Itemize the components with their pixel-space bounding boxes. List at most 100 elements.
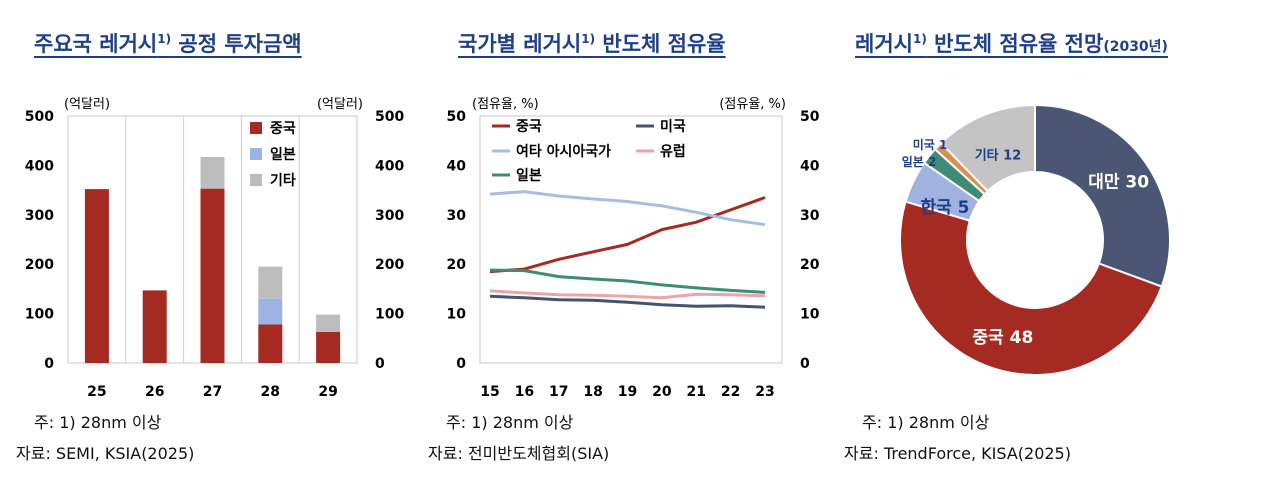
line-chart-note: 주: 1) 28nm 이상: [446, 413, 574, 432]
bar-legend-label: 기타: [270, 173, 296, 189]
bar-y-tick-right: 500: [375, 109, 404, 125]
line-legend-label: 여타 아시아국가: [516, 143, 611, 160]
bar-legend-swatch: [250, 122, 262, 134]
line-legend-label: 중국: [516, 119, 542, 135]
line-x-tick: 23: [755, 384, 774, 400]
bar-segment: [258, 324, 283, 363]
bar-y-tick-left: 200: [25, 257, 54, 273]
line-y-unit-left: (점유율, %): [472, 97, 539, 112]
bar-legend-swatch: [250, 174, 262, 186]
donut-chart-note: 주: 1) 28nm 이상: [862, 413, 990, 432]
line-y-tick-right: 40: [800, 158, 820, 174]
donut-chart-title: 레거시1) 반도체 점유율 전망(2030년): [855, 28, 1168, 58]
line-y-tick-right: 20: [800, 257, 820, 273]
line-legend-label: 유럽: [660, 144, 686, 160]
bar-y-tick-left: 500: [25, 109, 54, 125]
line-y-tick-left: 10: [447, 307, 467, 323]
line-y-unit-right: (점유율, %): [719, 97, 786, 112]
line-x-tick: 20: [652, 384, 672, 400]
donut-chart: 대만 30 중국 48 한국 5 일본 2 미국 1 기타 12: [899, 103, 1171, 376]
bar-segment: [142, 290, 167, 363]
bar-y-tick-left: 0: [44, 356, 54, 372]
donut-chart-title-footnote: 1): [912, 32, 927, 46]
bar-segment: [258, 298, 283, 325]
donut-slice-label: 일본 2: [902, 155, 937, 169]
line-y-tick-left: 50: [447, 109, 467, 125]
line-series: [489, 294, 766, 309]
line-x-tick: 15: [480, 384, 499, 400]
bar-chart-title-main: 주요국 레거시: [34, 32, 158, 56]
donut-slice: [899, 200, 1163, 376]
bar-y-tick-right: 0: [375, 356, 385, 372]
bar-chart-note: 주: 1) 28nm 이상: [34, 413, 162, 432]
bar-x-tick: 28: [261, 384, 280, 400]
bar-legend-label: 일본: [270, 147, 296, 163]
bar-chart-title-rest: 공정 투자금액: [171, 32, 302, 56]
donut-slice-label: 기타 12: [975, 148, 1022, 164]
line-chart: 0 0 10 10 20 20 30 30 40 40 50 50 (점유율, %) (점유율, %) 15…: [447, 97, 820, 400]
bar-chart-title-footnote: 1): [157, 32, 172, 46]
line-chart-title-main: 국가별 레거시: [458, 32, 582, 56]
line-x-tick: 19: [618, 384, 637, 400]
bar-legend-label: 중국: [270, 121, 296, 137]
line-x-tick: 22: [721, 384, 740, 400]
line-plot-frame: [479, 115, 783, 364]
line-y-tick-left: 30: [447, 208, 467, 224]
line-chart-source: 자료: 전미반도체협회(SIA): [428, 444, 610, 463]
line-x-tick: 17: [549, 384, 568, 400]
line-legend-label: 일본: [516, 168, 542, 184]
bar-x-tick: 26: [145, 384, 164, 400]
line-chart-title-footnote: 1): [581, 32, 596, 46]
line-legend-label: 미국: [660, 119, 686, 135]
donut-chart-title-year: (2030년): [1103, 39, 1168, 55]
bar-chart: 0 0 100 100 200 200 300 300 400 400 500 500 (억달러) (억달…: [25, 97, 405, 400]
line-y-tick-left: 20: [447, 257, 467, 273]
bar-x-tick: 27: [203, 384, 222, 400]
line-x-tick: 21: [687, 384, 706, 400]
line-y-tick-right: 0: [800, 356, 810, 372]
bar-y-unit-left: (억달러): [64, 97, 110, 112]
bar-y-tick-left: 100: [25, 307, 54, 323]
line-y-tick-right: 30: [800, 208, 820, 224]
line-y-tick-right: 10: [800, 307, 820, 323]
bar-y-tick-right: 100: [375, 307, 404, 323]
donut-slice: [939, 103, 1036, 193]
donut-chart-title-main: 레거시: [855, 32, 913, 56]
line-x-tick: 16: [515, 384, 534, 400]
donut-slice-label: 미국 1: [913, 137, 948, 152]
line-series: [489, 289, 766, 300]
donut-slice-label: 한국 5: [920, 198, 969, 218]
bar-segment: [316, 314, 341, 332]
donut-slice: [1034, 103, 1171, 288]
bar-y-tick-left: 400: [25, 158, 54, 174]
line-series: [489, 196, 766, 274]
line-chart-title: 국가별 레거시1) 반도체 점유율: [458, 28, 726, 58]
bar-segment: [84, 189, 109, 363]
bar-chart-title: 주요국 레거시1) 공정 투자금액: [34, 28, 302, 58]
bar-segment: [200, 188, 225, 363]
line-series: [489, 190, 766, 227]
bar-legend-swatch: [250, 148, 262, 160]
bar-y-tick-right: 400: [375, 158, 404, 174]
line-series: [489, 268, 766, 294]
bar-chart-source: 자료: SEMI, KSIA(2025): [16, 444, 195, 463]
donut-slice-label: 중국 48: [972, 328, 1033, 348]
bar-y-tick-right: 200: [375, 257, 404, 273]
bar-y-tick-left: 300: [25, 208, 54, 224]
donut-chart-source: 자료: TrendForce, KISA(2025): [844, 444, 1071, 463]
donut-slice-label: 대만 30: [1088, 173, 1149, 193]
line-chart-title-rest: 반도체 점유율: [595, 32, 726, 56]
bar-segment: [200, 157, 225, 189]
bar-y-unit-right: (억달러): [317, 97, 363, 112]
bar-segment: [316, 331, 341, 363]
donut-chart-title-rest: 반도체 점유율 전망: [926, 32, 1104, 56]
bar-y-tick-right: 300: [375, 208, 404, 224]
line-y-tick-left: 0: [456, 356, 466, 372]
line-y-tick-right: 50: [800, 109, 820, 125]
bar-x-tick: 29: [318, 384, 337, 400]
line-x-tick: 18: [583, 384, 602, 400]
line-y-tick-left: 40: [447, 158, 467, 174]
bar-x-tick: 25: [87, 384, 106, 400]
bar-segment: [258, 266, 283, 299]
